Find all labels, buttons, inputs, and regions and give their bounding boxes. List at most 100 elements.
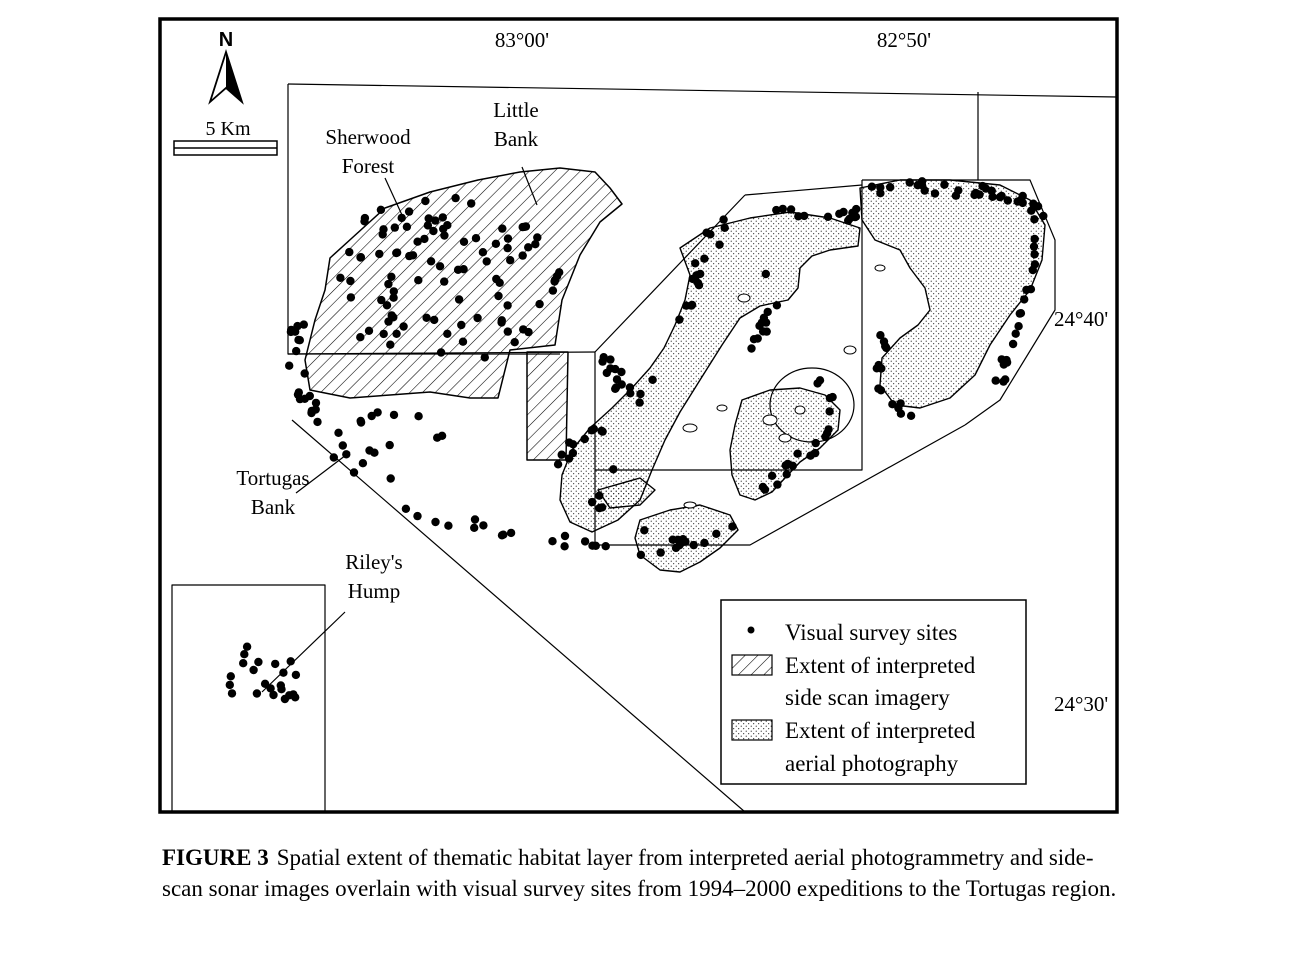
survey-site-dot (876, 183, 885, 192)
survey-site-dot (930, 189, 940, 198)
survey-site-dot (266, 684, 275, 693)
survey-site-dot (636, 389, 645, 399)
survey-site-dot (497, 531, 507, 540)
scale-bar: 5 Km (173, 118, 278, 156)
survey-site-dot (524, 243, 533, 252)
survey-site-dot (557, 450, 566, 459)
survey-site-dot (635, 398, 644, 407)
survey-site-dot (811, 438, 820, 448)
survey-site-dot (293, 390, 303, 399)
survey-site-dot (1030, 260, 1040, 269)
legend-survey-sites: Visual survey sites (785, 620, 957, 645)
survey-site-dot (376, 205, 386, 214)
survey-site-dot (495, 278, 504, 287)
survey-site-dot (430, 315, 439, 325)
survey-site-dot (839, 207, 848, 217)
survey-site-dot (242, 642, 252, 651)
survey-site-dots (225, 177, 1048, 704)
survey-site-dot (420, 234, 429, 244)
survey-site-dot (867, 182, 877, 191)
survey-site-dot (696, 269, 705, 279)
survey-site-dot (987, 186, 996, 195)
survey-site-dot (334, 428, 343, 437)
survey-site-dot (384, 279, 393, 289)
survey-site-dot (346, 276, 355, 286)
survey-site-dot (825, 407, 834, 416)
survey-site-dot (886, 183, 895, 192)
survey-site-dot (700, 254, 709, 263)
survey-site-dot (389, 293, 398, 302)
survey-site-dot (389, 287, 398, 296)
survey-site-dot (293, 321, 302, 331)
survey-site-dot (227, 689, 237, 698)
svg-text:Bank: Bank (494, 127, 539, 151)
survey-site-dot (313, 417, 322, 427)
survey-site-dot (560, 542, 569, 551)
survey-site-dot (437, 431, 447, 440)
survey-site-dot (338, 441, 347, 450)
survey-site-dot (580, 434, 589, 444)
longitude-label-82-50: 82°50' (877, 28, 931, 52)
survey-site-dot (482, 257, 491, 266)
survey-site-dot (279, 668, 288, 677)
survey-site-dot (794, 212, 803, 221)
survey-site-dot (356, 253, 366, 262)
survey-site-dot (822, 429, 832, 438)
survey-site-dot (591, 541, 600, 550)
survey-site-dot (1029, 242, 1039, 251)
survey-site-dot (823, 212, 833, 221)
survey-site-dot (772, 205, 781, 215)
survey-site-dot (668, 535, 677, 544)
survey-site-dot (480, 353, 489, 362)
survey-site-dot (414, 276, 423, 285)
survey-site-dot (435, 262, 445, 271)
survey-site-dot (392, 329, 401, 338)
survey-site-dot (917, 180, 927, 190)
svg-text:Riley's: Riley's (345, 550, 402, 574)
survey-site-dot (457, 320, 466, 330)
survey-site-dot (767, 471, 777, 480)
survey-site-dot (606, 355, 615, 364)
survey-site-dot (1017, 195, 1026, 204)
survey-site-dot (1001, 375, 1010, 384)
survey-site-dot (431, 517, 440, 527)
survey-site-dot (1026, 285, 1036, 294)
survey-site-dot (470, 523, 479, 532)
survey-site-dot (311, 405, 320, 414)
scale-label: 5 Km (206, 118, 251, 140)
survey-site-dot (413, 511, 422, 521)
svg-text:Sherwood: Sherwood (325, 125, 411, 149)
survey-site-dot (451, 193, 460, 203)
survey-site-dot (568, 440, 578, 449)
survey-site-dot (478, 248, 488, 257)
survey-site-dot (358, 459, 368, 468)
survey-site-dot (454, 295, 464, 304)
survey-site-dot (1029, 199, 1038, 208)
survey-site-dot (498, 224, 507, 233)
survey-site-dot (677, 538, 686, 547)
survey-site-dot (555, 268, 564, 277)
survey-site-dot (700, 538, 709, 548)
survey-site-dot (940, 180, 949, 189)
survey-site-dot (761, 269, 770, 279)
place-label-sherwood-forest: Sherwood Forest (325, 125, 411, 178)
svg-text:Bank: Bank (251, 495, 296, 519)
survey-site-dot (640, 526, 649, 535)
survey-site-dot (375, 249, 384, 259)
survey-site-dot (386, 474, 395, 483)
survey-site-dot (535, 299, 544, 309)
survey-site-dot (1027, 206, 1036, 215)
survey-site-dot (367, 411, 376, 421)
survey-site-dot (285, 691, 294, 700)
latitude-label-24-30: 24°30' (1054, 692, 1108, 716)
survey-site-dot (1015, 309, 1024, 318)
survey-site-dot (879, 337, 889, 346)
survey-site-dot (1039, 211, 1048, 221)
survey-site-dot (755, 321, 764, 330)
survey-site-dot (876, 189, 885, 198)
survey-site-dot (479, 521, 488, 530)
survey-site-dot (548, 537, 557, 546)
figure-caption: FIGURE 3 Spatial extent of thematic habit… (162, 842, 1122, 904)
survey-site-dot (712, 529, 721, 538)
survey-site-dot (458, 337, 468, 346)
